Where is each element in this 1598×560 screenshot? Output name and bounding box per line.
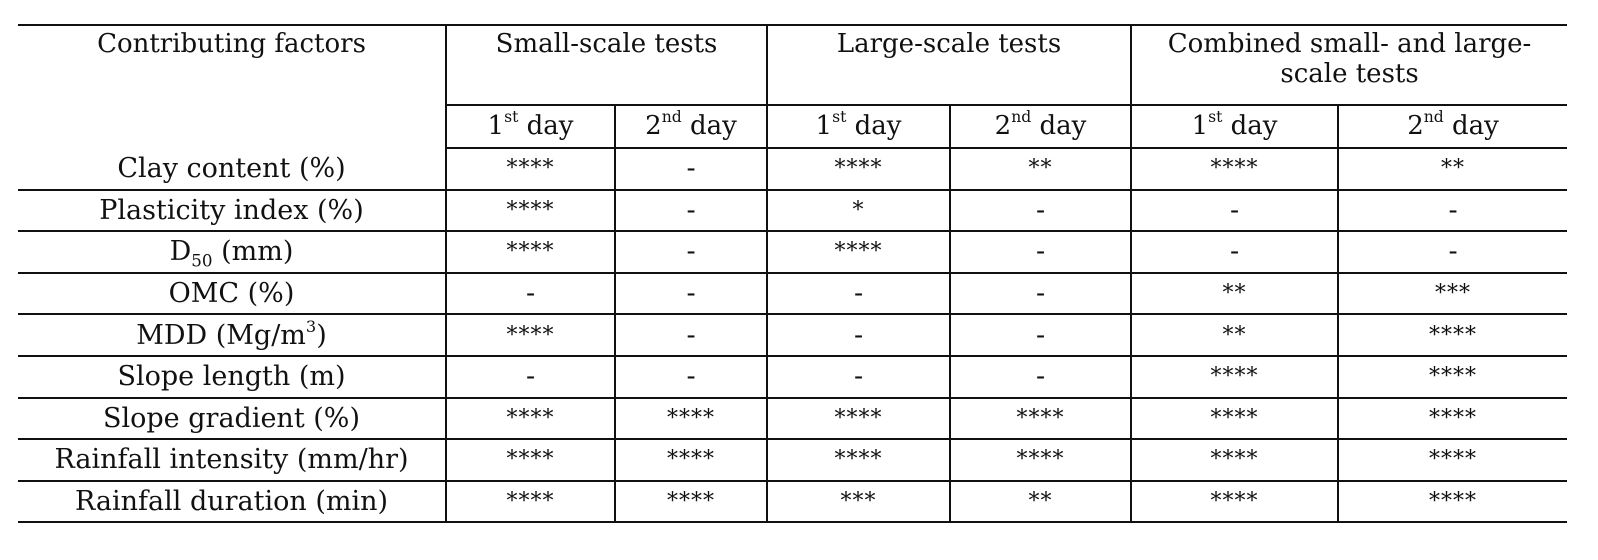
significance-cell: **** [949,397,1132,441]
day-header: 1st day [766,104,951,149]
header-combined-tests: Combined small- and large-scale tests [1130,24,1568,105]
significance-cell: - [949,355,1132,399]
significance-cell: **** [1130,355,1339,399]
significance-cell: - [1130,189,1339,233]
significance-cell: - [613,148,768,191]
significance-cell: **** [1130,397,1339,441]
significance-cell: * [766,189,951,233]
significance-cell: **** [445,439,615,482]
significance-cell: - [1130,231,1339,274]
significance-cell: **** [445,480,615,524]
significance-cell: - [1337,189,1568,233]
significance-cell: **** [1337,439,1568,482]
factor-label: OMC (%) [18,272,446,316]
table-row: Slope gradient (%) **** **** **** **** **** **… [18,397,1568,441]
day-header: 2nd day [1337,104,1568,149]
significance-table: Contributing factors Small-scale tests L… [18,24,1568,524]
significance-cell: - [613,189,768,233]
significance-cell: **** [1337,397,1568,441]
factor-label: Clay content (%) [18,148,446,191]
factor-label: MDD (Mg/m3) [18,314,446,357]
table-row: OMC (%) - - - - ** *** [18,272,1568,316]
significance-cell: - [949,189,1132,233]
factor-label: Plasticity index (%) [18,189,446,233]
table-row: Plasticity index (%) **** - * - - - [18,189,1568,233]
significance-cell: **** [613,480,768,524]
significance-cell: **** [613,439,768,482]
significance-cell: **** [1337,355,1568,399]
significance-cell: ** [949,480,1132,524]
table-row: Clay content (%) **** - **** ** **** ** [18,148,1568,191]
significance-cell: **** [766,439,951,482]
header-small-scale-tests: Small-scale tests [444,24,768,105]
significance-cell: **** [445,397,615,441]
significance-cell: - [1337,231,1568,274]
significance-cell: **** [445,148,615,191]
significance-cell: - [949,272,1132,316]
significance-cell: **** [1130,439,1339,482]
significance-cell: **** [766,148,951,191]
table-row: MDD (Mg/m3) **** - - - ** **** [18,314,1568,357]
significance-cell: - [445,355,615,399]
significance-cell: ** [1337,148,1568,191]
significance-cell: - [613,314,768,357]
significance-cell: *** [766,480,951,524]
factor-label: Slope length (m) [18,355,446,399]
table-row: D50 (mm) **** - **** - - - [18,231,1568,274]
significance-cell: ** [1130,272,1339,316]
significance-cell: **** [1337,480,1568,524]
table-row: Rainfall duration (min) **** **** *** ** ****… [18,480,1568,524]
significance-cell: ** [1130,314,1339,357]
table-row: Slope length (m) - - - - **** **** [18,355,1568,399]
significance-cell: - [613,272,768,316]
day-header: 1st day [445,104,615,149]
header-large-scale-tests: Large-scale tests [766,24,1132,105]
header-contributing-factors: Contributing factors [18,24,446,148]
day-header: 2nd day [613,104,768,149]
significance-cell: - [766,314,951,357]
significance-cell: ** [949,148,1132,191]
factor-label: Slope gradient (%) [18,397,446,441]
factor-label: Rainfall duration (min) [18,480,446,524]
significance-cell: - [949,314,1132,357]
significance-cell: - [613,355,768,399]
significance-cell: **** [766,231,951,274]
significance-cell: **** [1130,148,1339,191]
significance-cell: **** [445,189,615,233]
table-row: Rainfall intensity (mm/hr) **** **** **** **… [18,439,1568,482]
significance-cell: *** [1337,272,1568,316]
significance-cell: **** [949,439,1132,482]
day-header: 2nd day [949,104,1132,149]
significance-cell: **** [445,314,615,357]
significance-cell: - [613,231,768,274]
significance-cell: - [445,272,615,316]
significance-cell: **** [1337,314,1568,357]
significance-cell: **** [766,397,951,441]
significance-cell: - [949,231,1132,274]
significance-cell: **** [1130,480,1339,524]
factor-label: Rainfall intensity (mm/hr) [18,439,446,482]
significance-cell: - [766,272,951,316]
factor-label: D50 (mm) [18,231,446,274]
day-header: 1st day [1130,104,1339,149]
significance-cell: **** [445,231,615,274]
significance-cell: **** [613,397,768,441]
significance-cell: - [766,355,951,399]
